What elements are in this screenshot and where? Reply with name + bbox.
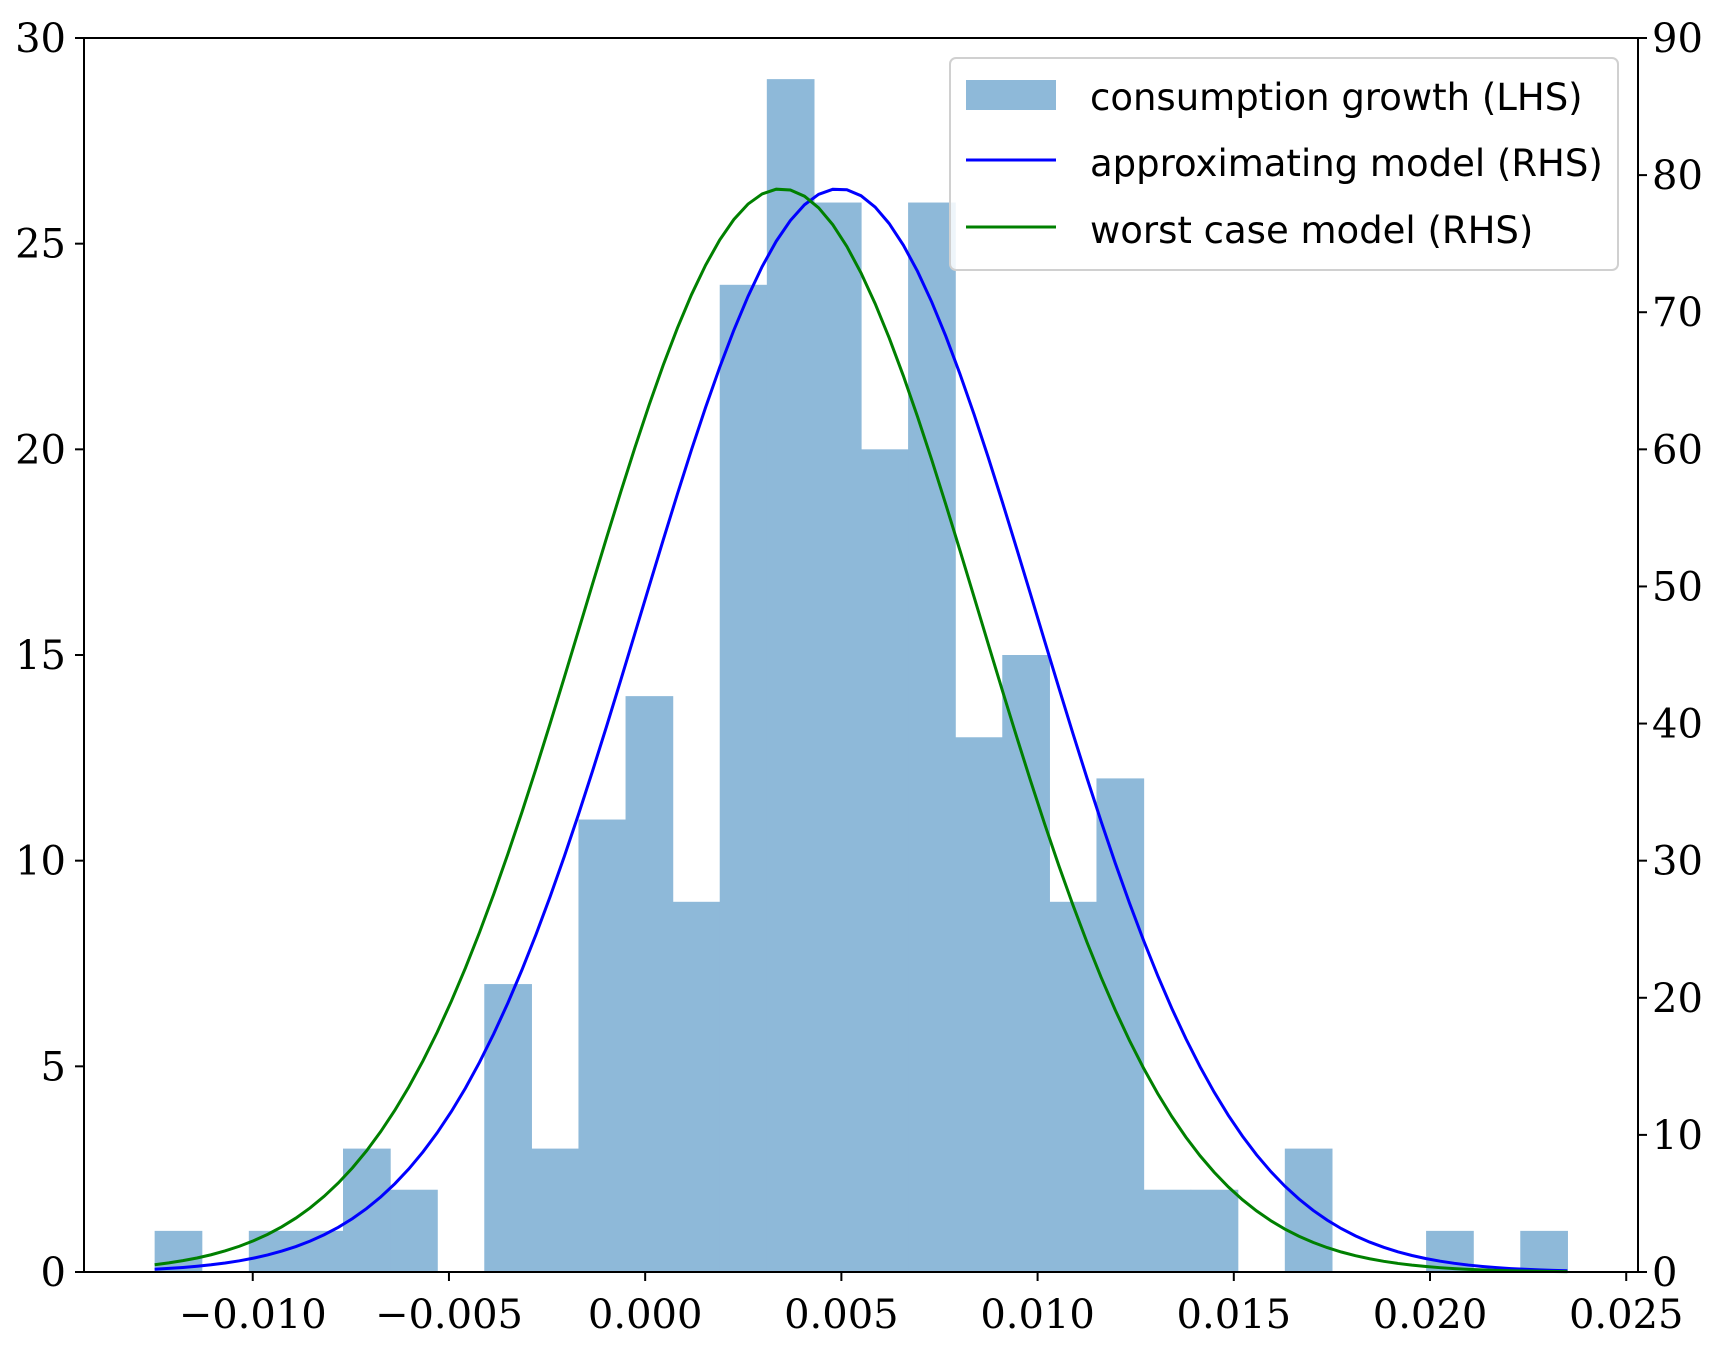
histogram-bar: [1049, 901, 1098, 1272]
histogram-bar: [1143, 1189, 1192, 1272]
x-axis: −0.010 −0.005 0.000 0.005 0.010 0.015 0.020 0.0…: [179, 1272, 1684, 1338]
histogram-bar: [1096, 778, 1145, 1272]
histogram-bar: [766, 79, 815, 1273]
y-right-tick-label: 90: [1652, 16, 1703, 62]
legend: consumption growth (LHS) approximating m…: [949, 57, 1619, 271]
y-left-tick-label: 15: [15, 633, 66, 679]
y-right-tick-label: 10: [1652, 1113, 1703, 1159]
histogram-bar: [390, 1189, 438, 1272]
histogram-bar: [672, 901, 721, 1272]
x-tick-label: 0.005: [784, 1292, 899, 1338]
y-right-tick-label: 50: [1652, 564, 1703, 610]
x-tick-label: 0.000: [588, 1292, 703, 1338]
histogram-bar: [1520, 1230, 1568, 1272]
y-right-tick-label: 20: [1652, 976, 1703, 1022]
histogram-bar: [1284, 1148, 1333, 1272]
x-tick-label: −0.010: [179, 1292, 327, 1338]
y-right-tick-label: 60: [1652, 427, 1703, 473]
density-curves: [154, 187, 1568, 1274]
x-tick-label: −0.005: [375, 1292, 523, 1338]
y-left-tick-label: 20: [15, 427, 66, 473]
x-tick-label: 0.025: [1569, 1292, 1684, 1338]
y-right-tick-label: 40: [1652, 702, 1703, 748]
histogram-bar: [955, 737, 1003, 1272]
histogram-bar: [578, 819, 627, 1272]
legend-label-approximating-model: approximating model (RHS): [1090, 142, 1603, 185]
histogram-bar: [484, 984, 532, 1272]
y-left-tick-label: 0: [41, 1250, 66, 1296]
approximating-model-line: [154, 187, 1568, 1273]
histogram-bars: [154, 79, 1568, 1273]
y-right-tick-label: 30: [1652, 839, 1703, 885]
y-right-tick-label: 80: [1652, 153, 1703, 199]
legend-swatch-histogram: [966, 80, 1056, 110]
legend-label-worst-case-model: worst case model (RHS): [1090, 209, 1533, 252]
histogram-bar: [343, 1148, 391, 1272]
histogram-bar: [248, 1230, 297, 1272]
y-axis-right: 0 10 20 30 40 50 60 70 80 90: [1638, 16, 1703, 1296]
y-left-tick-label: 25: [15, 222, 66, 268]
histogram-bar: [1190, 1189, 1239, 1272]
x-tick-label: 0.020: [1373, 1292, 1488, 1338]
y-right-tick-label: 70: [1652, 290, 1703, 336]
legend-label-consumption-growth: consumption growth (LHS): [1090, 76, 1583, 119]
histogram-bar: [861, 449, 909, 1272]
histogram-bar: [531, 1148, 580, 1272]
histogram-bar: [625, 696, 674, 1272]
legend-box: [949, 57, 1619, 271]
x-tick-label: 0.015: [1177, 1292, 1292, 1338]
y-left-tick-label: 5: [41, 1044, 66, 1090]
worst-case-model-line: [154, 187, 1568, 1274]
histogram-bar: [908, 202, 956, 1273]
histogram-bar: [813, 202, 862, 1273]
histogram-bar: [1002, 655, 1050, 1272]
y-left-tick-label: 10: [15, 839, 66, 885]
x-tick-label: 0.010: [980, 1292, 1095, 1338]
y-axis-left: 0 5 10 15 20 25 30: [15, 16, 84, 1296]
y-left-tick-label: 30: [15, 16, 66, 62]
y-right-tick-label: 0: [1652, 1250, 1677, 1296]
histogram-bar: [719, 284, 768, 1272]
